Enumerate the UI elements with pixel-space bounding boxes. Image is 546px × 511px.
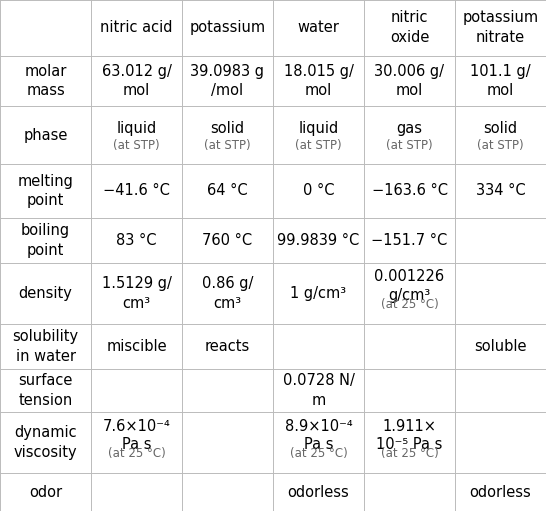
Text: nitric acid: nitric acid bbox=[100, 20, 173, 35]
Text: 1 g/cm³: 1 g/cm³ bbox=[290, 286, 347, 301]
Text: boiling
point: boiling point bbox=[21, 223, 70, 258]
Text: 39.0983 g
/mol: 39.0983 g /mol bbox=[191, 63, 264, 98]
Text: density: density bbox=[19, 286, 73, 301]
Text: −163.6 °C: −163.6 °C bbox=[371, 183, 448, 198]
Text: potassium
nitrate: potassium nitrate bbox=[462, 10, 538, 45]
Text: dynamic
viscosity: dynamic viscosity bbox=[14, 425, 78, 460]
Text: (at STP): (at STP) bbox=[295, 140, 342, 152]
Text: 1.911×
10⁻⁵ Pa s: 1.911× 10⁻⁵ Pa s bbox=[376, 419, 443, 452]
Text: 7.6×10⁻⁴
Pa s: 7.6×10⁻⁴ Pa s bbox=[103, 419, 170, 452]
Text: 760 °C: 760 °C bbox=[203, 233, 253, 248]
Text: (at STP): (at STP) bbox=[386, 140, 433, 152]
Text: (at 25 °C): (at 25 °C) bbox=[381, 447, 438, 460]
Text: molar
mass: molar mass bbox=[25, 63, 67, 98]
Text: gas: gas bbox=[396, 121, 423, 136]
Text: (at 25 °C): (at 25 °C) bbox=[381, 298, 438, 311]
Text: 0 °C: 0 °C bbox=[302, 183, 334, 198]
Text: solubility
in water: solubility in water bbox=[13, 329, 79, 364]
Text: water: water bbox=[298, 20, 340, 35]
Text: 63.012 g/
mol: 63.012 g/ mol bbox=[102, 63, 171, 98]
Text: 18.015 g/
mol: 18.015 g/ mol bbox=[283, 63, 353, 98]
Text: solid: solid bbox=[483, 121, 518, 136]
Text: (at STP): (at STP) bbox=[204, 140, 251, 152]
Text: (at 25 °C): (at 25 °C) bbox=[108, 447, 165, 460]
Text: 64 °C: 64 °C bbox=[207, 183, 248, 198]
Text: solid: solid bbox=[210, 121, 245, 136]
Text: 1.5129 g/
cm³: 1.5129 g/ cm³ bbox=[102, 276, 171, 311]
Text: (at STP): (at STP) bbox=[477, 140, 524, 152]
Text: liquid: liquid bbox=[298, 121, 339, 136]
Text: odor: odor bbox=[29, 484, 62, 500]
Text: 30.006 g/
mol: 30.006 g/ mol bbox=[375, 63, 444, 98]
Text: 99.9839 °C: 99.9839 °C bbox=[277, 233, 360, 248]
Text: 334 °C: 334 °C bbox=[476, 183, 525, 198]
Text: odorless: odorless bbox=[470, 484, 531, 500]
Text: miscible: miscible bbox=[106, 339, 167, 354]
Text: (at 25 °C): (at 25 °C) bbox=[289, 447, 347, 460]
Text: soluble: soluble bbox=[474, 339, 527, 354]
Text: potassium: potassium bbox=[189, 20, 265, 35]
Text: liquid: liquid bbox=[116, 121, 157, 136]
Text: melting
point: melting point bbox=[17, 174, 74, 208]
Text: −151.7 °C: −151.7 °C bbox=[371, 233, 448, 248]
Text: reacts: reacts bbox=[205, 339, 250, 354]
Text: −41.6 °C: −41.6 °C bbox=[103, 183, 170, 198]
Text: 83 °C: 83 °C bbox=[116, 233, 157, 248]
Text: (at STP): (at STP) bbox=[113, 140, 160, 152]
Text: nitric
oxide: nitric oxide bbox=[390, 10, 429, 45]
Text: 0.86 g/
cm³: 0.86 g/ cm³ bbox=[202, 276, 253, 311]
Text: 101.1 g/
mol: 101.1 g/ mol bbox=[470, 63, 531, 98]
Text: 0.0728 N/
m: 0.0728 N/ m bbox=[283, 374, 354, 408]
Text: odorless: odorless bbox=[288, 484, 349, 500]
Text: 8.9×10⁻⁴
Pa s: 8.9×10⁻⁴ Pa s bbox=[284, 419, 352, 452]
Text: surface
tension: surface tension bbox=[19, 374, 73, 408]
Text: 0.001226
g/cm³: 0.001226 g/cm³ bbox=[375, 269, 444, 303]
Text: phase: phase bbox=[23, 128, 68, 143]
